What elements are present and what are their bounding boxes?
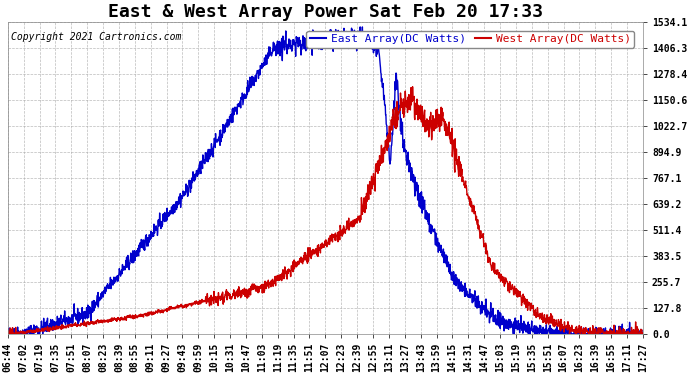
Legend: East Array(DC Watts), West Array(DC Watts): East Array(DC Watts), West Array(DC Watt… <box>306 31 634 48</box>
Title: East & West Array Power Sat Feb 20 17:33: East & West Array Power Sat Feb 20 17:33 <box>108 3 543 21</box>
Text: Copyright 2021 Cartronics.com: Copyright 2021 Cartronics.com <box>11 32 181 42</box>
